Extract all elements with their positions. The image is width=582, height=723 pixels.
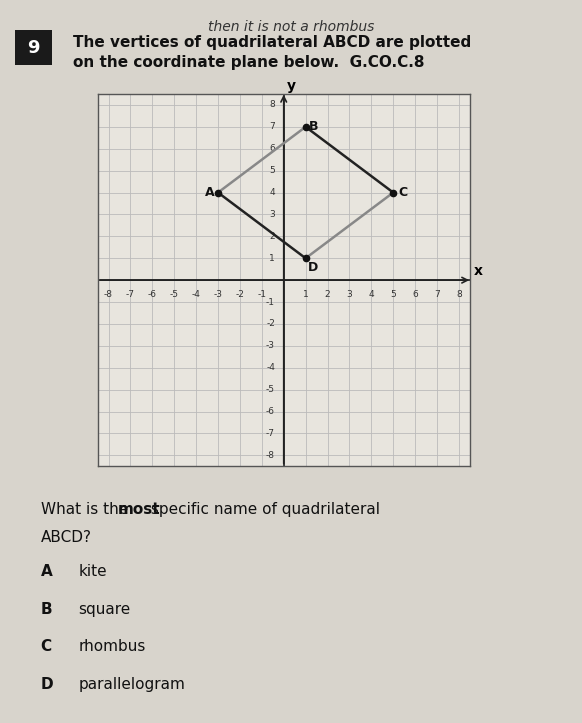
Text: specific name of quadrilateral: specific name of quadrilateral bbox=[146, 502, 379, 518]
Text: -6: -6 bbox=[266, 407, 275, 416]
Text: C: C bbox=[41, 639, 52, 654]
Text: -5: -5 bbox=[170, 290, 179, 299]
Text: 5: 5 bbox=[269, 166, 275, 175]
Text: The vertices of quadrilateral ABCD are plotted
on the coordinate plane below.  G: The vertices of quadrilateral ABCD are p… bbox=[73, 35, 471, 69]
Text: -2: -2 bbox=[266, 320, 275, 328]
Text: 9: 9 bbox=[27, 39, 40, 56]
Text: 3: 3 bbox=[269, 210, 275, 219]
Text: x: x bbox=[474, 264, 483, 278]
Text: A: A bbox=[204, 186, 214, 199]
Text: y: y bbox=[287, 80, 296, 93]
Text: 3: 3 bbox=[346, 290, 352, 299]
Text: 8: 8 bbox=[269, 100, 275, 109]
Text: B: B bbox=[308, 120, 318, 133]
Text: -1: -1 bbox=[266, 298, 275, 307]
Text: -4: -4 bbox=[191, 290, 201, 299]
Text: 4: 4 bbox=[368, 290, 374, 299]
Text: ABCD?: ABCD? bbox=[41, 530, 92, 545]
Text: -3: -3 bbox=[266, 341, 275, 351]
Text: 8: 8 bbox=[456, 290, 462, 299]
Text: 6: 6 bbox=[269, 145, 275, 153]
Text: 1: 1 bbox=[269, 254, 275, 262]
Text: -3: -3 bbox=[214, 290, 222, 299]
Text: 2: 2 bbox=[325, 290, 331, 299]
Text: -7: -7 bbox=[126, 290, 135, 299]
Text: -8: -8 bbox=[104, 290, 113, 299]
Text: -8: -8 bbox=[266, 451, 275, 460]
Text: 7: 7 bbox=[434, 290, 440, 299]
Text: -1: -1 bbox=[257, 290, 267, 299]
Text: kite: kite bbox=[79, 564, 107, 579]
Text: C: C bbox=[399, 186, 407, 199]
Text: D: D bbox=[41, 677, 54, 692]
Text: -5: -5 bbox=[266, 385, 275, 394]
Text: D: D bbox=[308, 260, 318, 273]
Text: 6: 6 bbox=[412, 290, 418, 299]
Text: then it is not a rhombus: then it is not a rhombus bbox=[208, 20, 374, 34]
Text: -2: -2 bbox=[236, 290, 244, 299]
Text: -4: -4 bbox=[266, 363, 275, 372]
Text: parallelogram: parallelogram bbox=[79, 677, 186, 692]
Text: square: square bbox=[79, 602, 131, 617]
Text: 7: 7 bbox=[269, 122, 275, 132]
Text: A: A bbox=[41, 564, 52, 579]
Text: 1: 1 bbox=[303, 290, 308, 299]
Text: B: B bbox=[41, 602, 52, 617]
Text: -6: -6 bbox=[148, 290, 157, 299]
Text: -7: -7 bbox=[266, 429, 275, 438]
Text: What is the: What is the bbox=[41, 502, 133, 518]
Text: rhombus: rhombus bbox=[79, 639, 146, 654]
Text: 5: 5 bbox=[391, 290, 396, 299]
Text: 2: 2 bbox=[269, 232, 275, 241]
Text: 4: 4 bbox=[269, 188, 275, 197]
Text: most: most bbox=[118, 502, 161, 518]
